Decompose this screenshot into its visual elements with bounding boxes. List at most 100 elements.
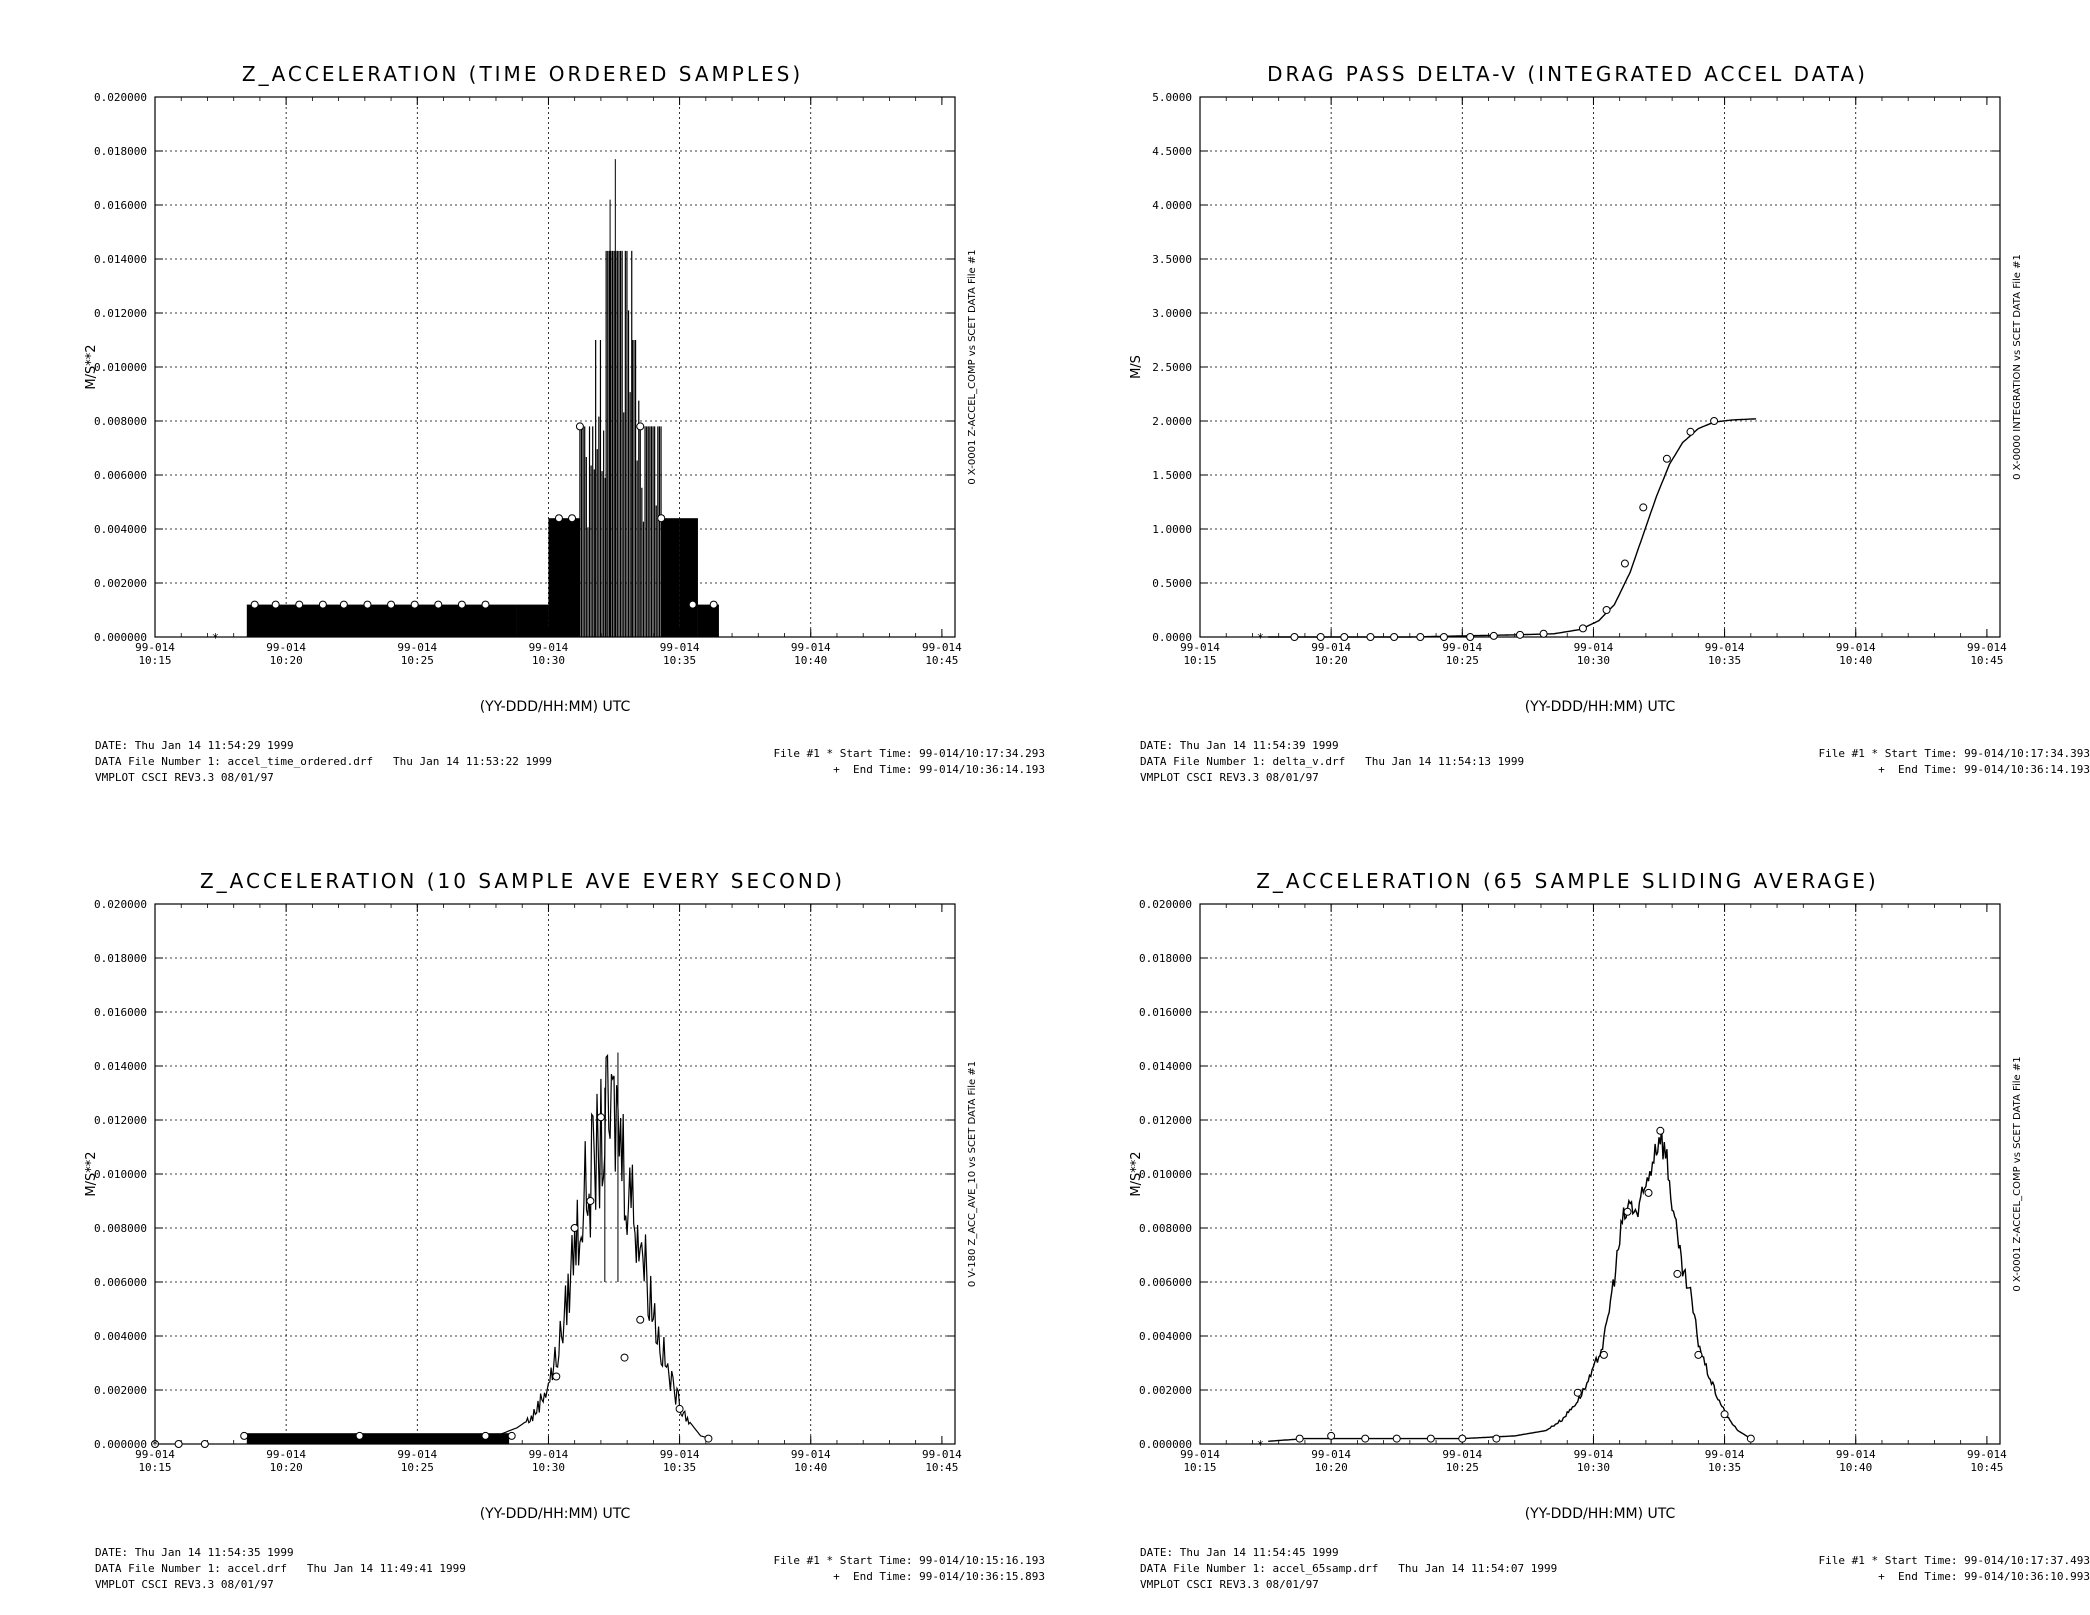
data-point-marker — [1390, 633, 1399, 641]
data-point-marker — [1602, 606, 1611, 614]
x-tick-label-time: 10:15 — [1183, 654, 1216, 667]
y-tick-label: 0.004000 — [94, 523, 147, 536]
series-legend-label: 0 V-180 Z_ACC_AVE_10 vs SCET DATA File #… — [967, 1061, 978, 1287]
x-tick-label-time: 10:25 — [401, 654, 434, 667]
data-block — [246, 604, 517, 637]
chart-panel-top-right: DRAG PASS DELTA-V (INTEGRATED ACCEL DATA… — [1045, 0, 2090, 807]
y-tick-label: 0.010000 — [94, 1168, 147, 1181]
y-tick-label: 0.010000 — [1139, 1168, 1192, 1181]
chart-title: Z_ACCELERATION (TIME ORDERED SAMPLES) — [241, 62, 804, 86]
x-tick-label-time: 10:30 — [532, 654, 565, 667]
y-tick-label: 1.5000 — [1152, 469, 1192, 482]
footer-file: DATA File Number 1: accel_65samp.drf Thu… — [1140, 1562, 1558, 1575]
x-tick-label-time: 10:45 — [1970, 1461, 2003, 1474]
data-block — [697, 604, 719, 637]
footer-start-time: File #1 * Start Time: 99-014/10:17:37.49… — [1818, 1554, 2090, 1567]
x-tick-label-date: 99-014 — [397, 1448, 437, 1461]
y-tick-label: 0.012000 — [1139, 1114, 1192, 1127]
data-point-marker — [1578, 624, 1587, 633]
data-block — [516, 604, 549, 637]
y-axis-label: M/S**2 — [1129, 1151, 1144, 1196]
data-point-marker — [1492, 1434, 1501, 1443]
x-tick-label-date: 99-014 — [1705, 641, 1745, 654]
chart-footer-times: File #1 * Start Time: 99-014/10:17:34.39… — [1818, 746, 2090, 778]
y-tick-label: 0.008000 — [94, 415, 147, 428]
x-tick-label-date: 99-014 — [1967, 1448, 2007, 1461]
series-legend-label: 0 X-0000 INTEGRATION vs SCET DATA File #… — [2012, 254, 2023, 480]
y-tick-label: 1.0000 — [1152, 523, 1192, 536]
x-tick-label-time: 10:30 — [1577, 654, 1610, 667]
y-axis-label: M/S**2 — [84, 1151, 99, 1196]
start-marker: * — [212, 631, 219, 645]
chart-footer-info: DATE: Thu Jan 14 11:54:29 1999 DATA File … — [95, 738, 552, 786]
data-point-marker — [675, 1404, 684, 1413]
y-tick-label: 2.0000 — [1152, 415, 1192, 428]
x-tick-label-date: 99-014 — [135, 1448, 175, 1461]
data-point-marker — [570, 1224, 579, 1232]
footer-file: DATA File Number 1: delta_v.drf Thu Jan … — [1140, 755, 1525, 768]
data-block — [679, 518, 698, 637]
x-tick-label-date: 99-014 — [529, 1448, 569, 1461]
footer-date: DATE: Thu Jan 14 11:54:45 1999 — [1140, 1546, 1339, 1559]
x-tick-label-date: 99-014 — [660, 641, 700, 654]
footer-end-time: + End Time: 99-014/10:36:10.993 — [1878, 1570, 2090, 1583]
data-point-marker — [1720, 1410, 1729, 1419]
y-tick-label: 0.010000 — [94, 361, 147, 374]
y-tick-label: 0.006000 — [94, 469, 147, 482]
y-tick-label: 0.020000 — [94, 91, 147, 104]
x-tick-label-date: 99-014 — [791, 641, 831, 654]
y-tick-label: 0.000000 — [1139, 1438, 1192, 1451]
data-point-marker — [355, 1431, 364, 1440]
start-marker: * — [1257, 631, 1264, 645]
y-axis-label: M/S**2 — [84, 344, 99, 389]
x-tick-label-time: 10:35 — [1708, 1461, 1741, 1474]
data-point-marker — [1340, 633, 1349, 641]
x-tick-label-time: 10:40 — [1839, 654, 1872, 667]
data-point-marker — [387, 600, 396, 609]
data-point-marker — [1295, 1434, 1304, 1443]
x-tick-label-date: 99-014 — [922, 1448, 962, 1461]
x-tick-label-time: 10:45 — [1970, 654, 2003, 667]
data-point-marker — [552, 1372, 561, 1381]
data-point-marker — [318, 600, 327, 609]
y-tick-label: 4.0000 — [1152, 199, 1192, 212]
data-point-marker — [620, 1353, 629, 1362]
footer-version: VMPLOT CSCI REV3.3 08/01/97 — [1140, 771, 1319, 784]
chart-footer-times: File #1 * Start Time: 99-014/10:15:16.19… — [773, 1553, 1045, 1585]
y-tick-label: 0.018000 — [1139, 952, 1192, 965]
y-tick-label: 4.5000 — [1152, 145, 1192, 158]
data-point-marker — [596, 1113, 605, 1122]
data-point-marker — [434, 600, 443, 609]
chart-footer-info: DATE: Thu Jan 14 11:54:39 1999 DATA File … — [1140, 738, 1524, 786]
data-point-marker — [1466, 633, 1475, 641]
data-point-marker — [1694, 1350, 1703, 1359]
y-tick-label: 0.016000 — [1139, 1006, 1192, 1019]
footer-end-time: + End Time: 99-014/10:36:15.893 — [833, 1570, 1045, 1583]
y-tick-label: 0.000000 — [94, 1438, 147, 1451]
data-point-marker — [1439, 633, 1448, 641]
x-tick-label-time: 10:40 — [794, 1461, 827, 1474]
y-tick-label: 0.014000 — [94, 253, 147, 266]
x-tick-label-time: 10:25 — [401, 1461, 434, 1474]
data-point-marker — [709, 600, 718, 609]
footer-date: DATE: Thu Jan 14 11:54:35 1999 — [95, 1546, 294, 1559]
x-tick-label-time: 10:30 — [532, 1461, 565, 1474]
x-tick-label-date: 99-014 — [1836, 1448, 1876, 1461]
chart-panel-top-left: Z_ACCELERATION (TIME ORDERED SAMPLES) 0.… — [0, 0, 1045, 807]
data-point-marker — [568, 514, 577, 523]
x-tick-label-time: 10:45 — [925, 654, 958, 667]
y-tick-label: 0.006000 — [1139, 1276, 1192, 1289]
data-point-marker — [1623, 1207, 1632, 1216]
x-tick-label-date: 99-014 — [1705, 1448, 1745, 1461]
data-point-marker — [657, 514, 666, 523]
y-tick-label: 0.006000 — [94, 1276, 147, 1289]
x-axis-label: (YY-DDD/HH:MM) UTC — [1525, 1506, 1676, 1522]
x-tick-label-date: 99-014 — [135, 641, 175, 654]
footer-file: DATA File Number 1: accel.drf Thu Jan 14… — [95, 1562, 466, 1575]
data-series-line — [1268, 1127, 1752, 1442]
chart-plot: 0.000000 0.002000 0.004000 0.006000 0.008000… — [1129, 898, 2023, 1522]
data-point-marker — [271, 600, 280, 609]
x-tick-label-date: 99-014 — [266, 1448, 306, 1461]
data-point-marker — [410, 600, 419, 609]
y-tick-label: 0.002000 — [94, 577, 147, 590]
